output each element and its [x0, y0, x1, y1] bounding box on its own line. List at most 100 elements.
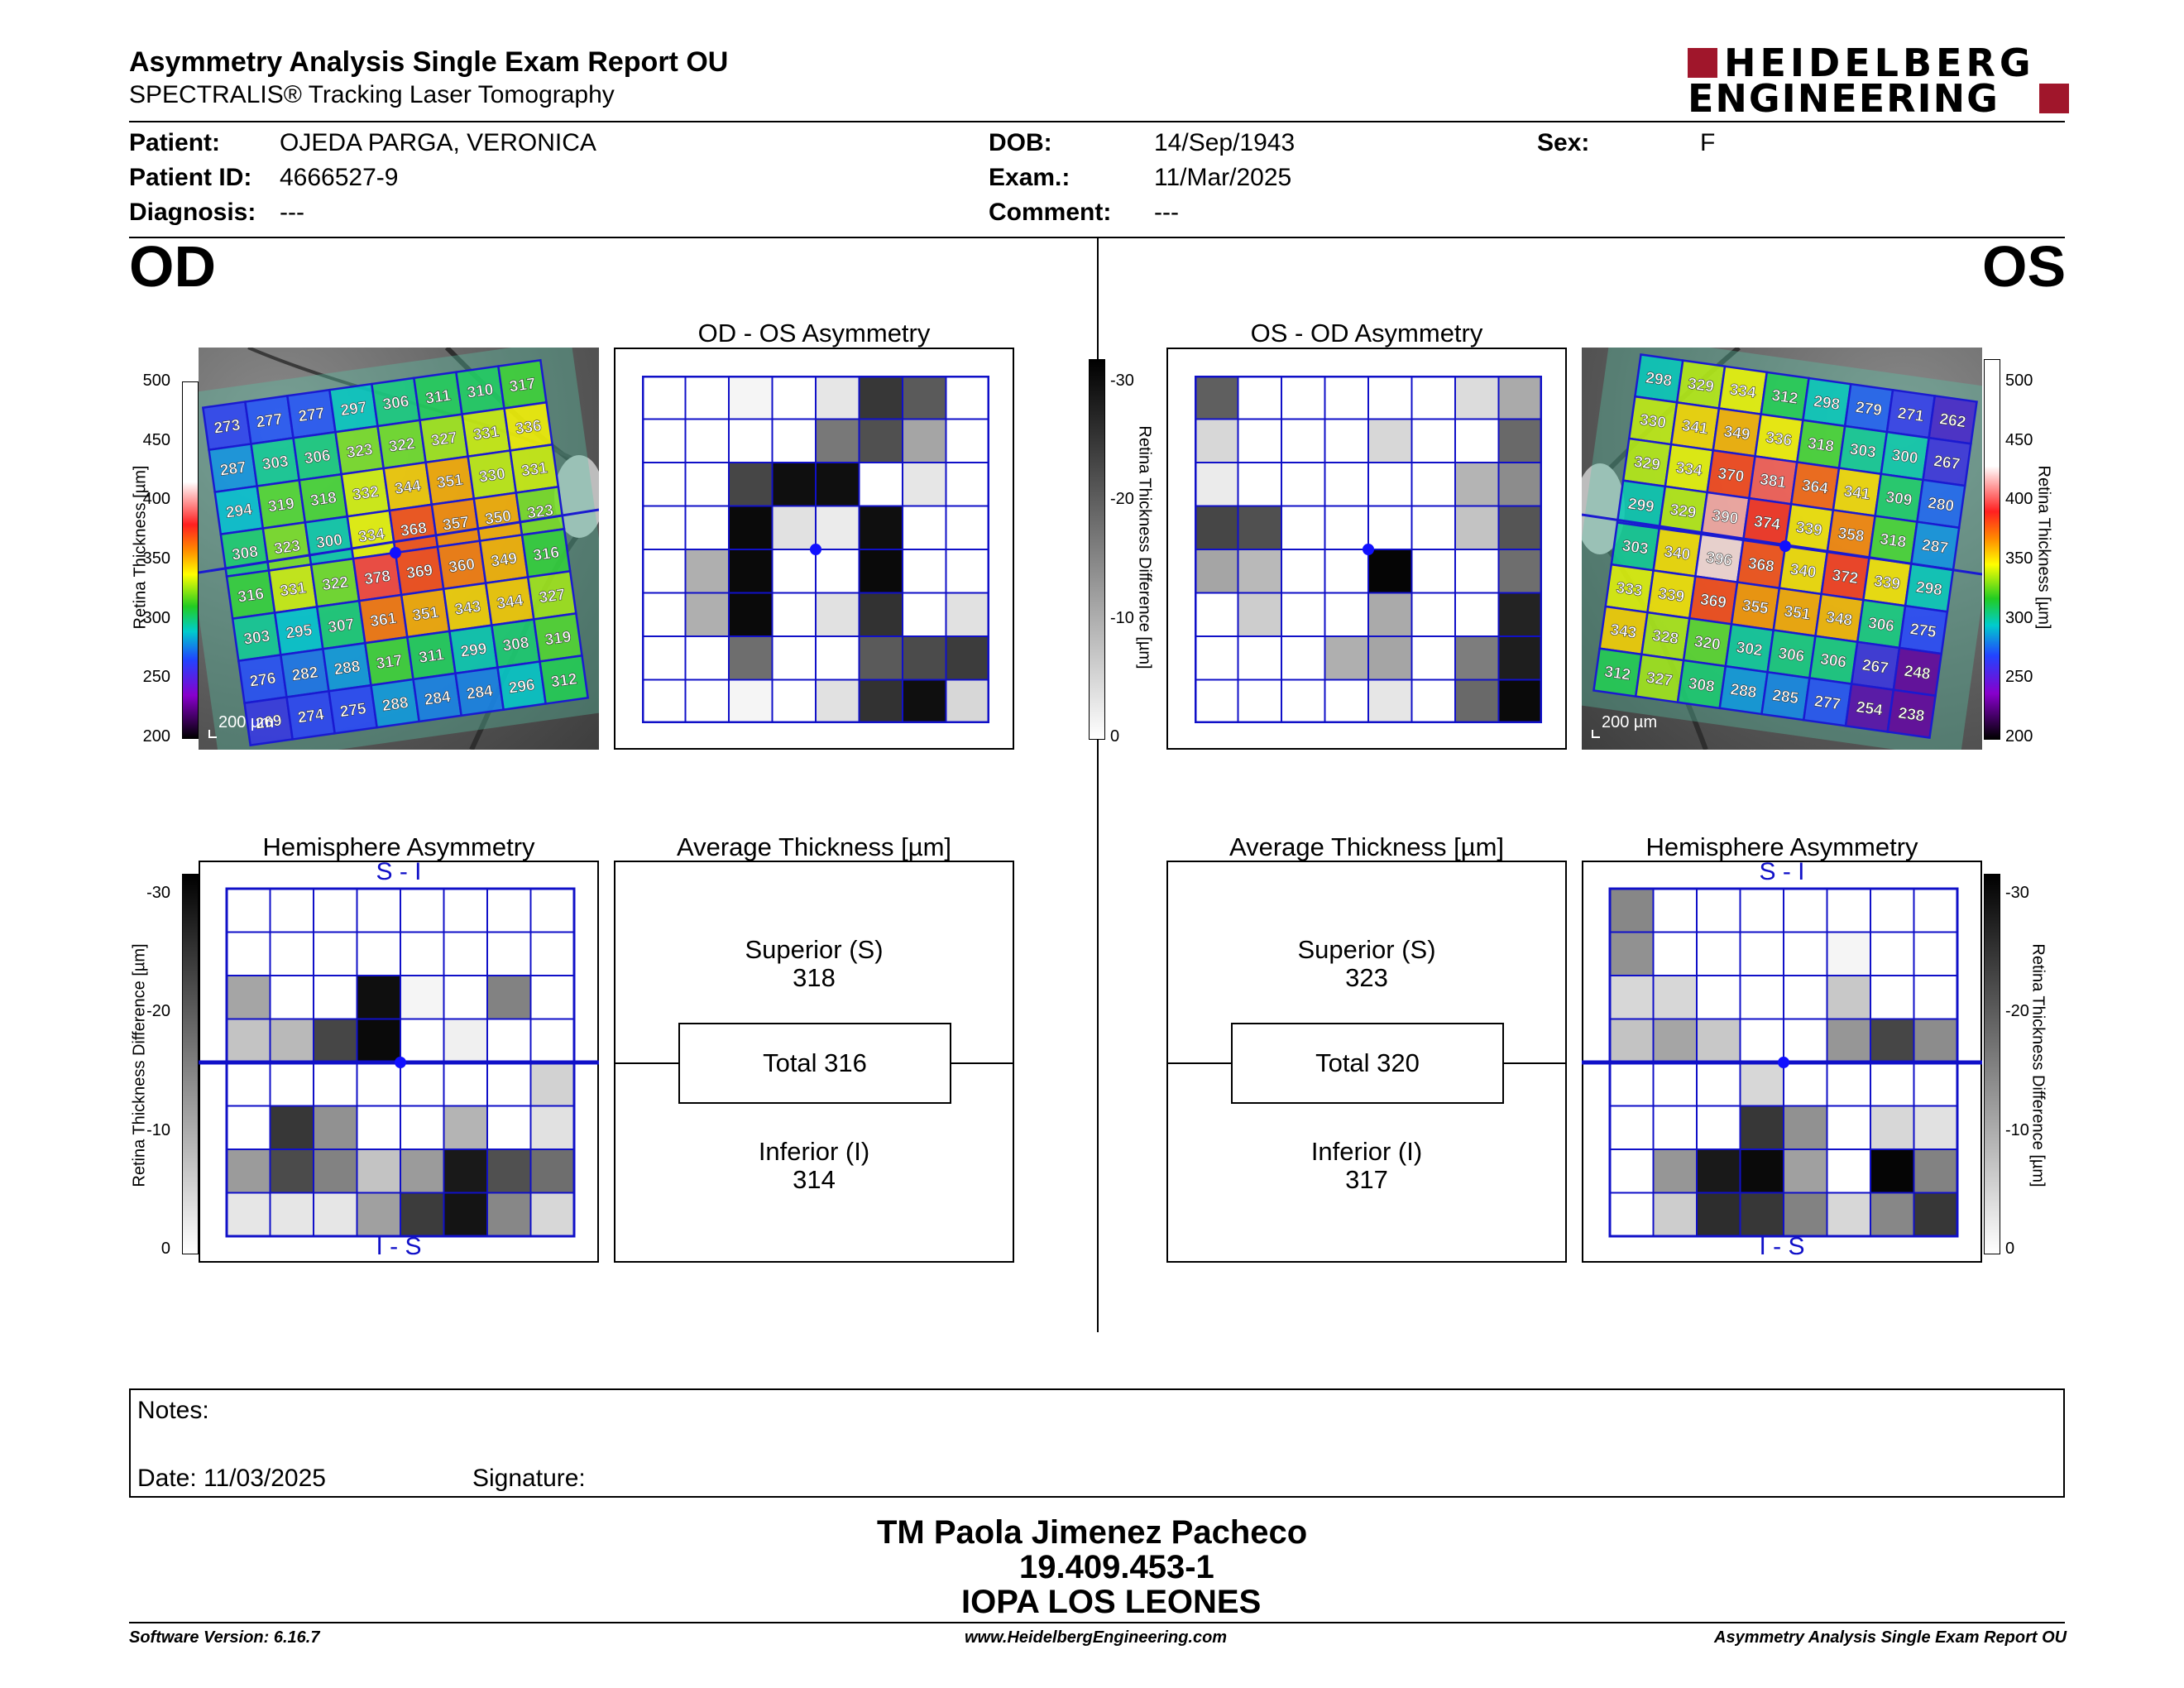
od-thickness-tick: 400 [142, 490, 170, 509]
os-hemi-cell [1826, 1149, 1871, 1194]
os-hemi-cell [1739, 888, 1784, 933]
os-thick-value: 355 [1741, 597, 1770, 617]
header-rule [129, 121, 2065, 122]
od-total-label: Total 316 [763, 1048, 867, 1077]
os-hemi-cell [1826, 1192, 1871, 1237]
od-thick-value: 343 [453, 598, 481, 619]
od-thick-value: 331 [520, 459, 549, 480]
od-thick-value: 299 [459, 640, 487, 661]
od-asym-cell [945, 635, 989, 681]
od-avg-panel: Superior (S) 318 Total 316 Inferior (I) … [614, 861, 1014, 1263]
os-asym-cell [1454, 505, 1500, 550]
report-title: Asymmetry Analysis Single Exam Report OU [129, 46, 729, 78]
os-hemi-cell [1739, 1149, 1784, 1194]
od-thick-value: 316 [237, 585, 265, 606]
os-asym-cell [1367, 462, 1413, 507]
od-thick-value: 344 [496, 592, 524, 612]
os-hemi-cell [1652, 1018, 1698, 1063]
os-thick-value: 248 [1903, 663, 1931, 683]
od-thick-value: 322 [321, 573, 349, 594]
od-hemi-tick: -30 [146, 884, 170, 902]
center-diff-axis-label: Retina Thickness Difference [µm] [1135, 425, 1154, 669]
od-asym-cell [728, 505, 774, 550]
od-asym-cell [815, 635, 860, 681]
od-asym-cell [684, 376, 730, 420]
os-asym-cell [1237, 376, 1282, 420]
os-hemi-cell [1826, 888, 1871, 933]
os-thick-value: 390 [1711, 507, 1739, 528]
od-thickness-axis-label: Retina Thickness [µm] [131, 465, 150, 630]
patient-id-value: 4666527-9 [280, 164, 399, 191]
od-fundus-image: 273 277 277 297 306 311 310 317 287 303 306 323 322 3… [199, 348, 599, 750]
heidelberg-logo: HEIDELBERG ENGINEERING [1688, 41, 2070, 121]
os-thick-value: 267 [1861, 657, 1889, 678]
os-thick-value: 339 [1657, 585, 1685, 606]
od-thick-value: 284 [424, 688, 453, 709]
od-hemi-cell [226, 888, 271, 933]
od-asym-cell [902, 418, 947, 463]
os-hemi-colorbar [1984, 874, 2000, 1254]
od-asym-cell [642, 549, 687, 594]
os-hemi-cell [1870, 1149, 1915, 1194]
od-asym-cell [858, 376, 903, 420]
os-asym-cell [1237, 679, 1282, 723]
os-thick-value: 306 [1867, 615, 1895, 635]
os-thick-value: 279 [1855, 399, 1883, 420]
os-hemi-tick: -30 [2005, 884, 2029, 902]
od-thickness-tick: 450 [142, 430, 170, 449]
od-hemi-cell [356, 888, 401, 933]
od-thick-value: 316 [532, 544, 560, 564]
os-thick-value: 358 [1837, 525, 1865, 545]
od-hemi-cell [529, 1105, 575, 1150]
od-thick-value: 308 [501, 634, 529, 655]
od-asym-title: OD - OS Asymmetry [697, 319, 931, 348]
os-asym-cell [1237, 505, 1282, 550]
od-asym-cell [642, 505, 687, 550]
os-hemi-cell [1870, 931, 1915, 976]
od-thick-value: 307 [327, 616, 355, 636]
os-asym-cell [1367, 376, 1413, 420]
od-hemi-cell [443, 1105, 488, 1150]
od-asym-cell [945, 505, 989, 550]
od-asym-cell [902, 462, 947, 507]
od-asym-cell [642, 462, 687, 507]
os-hemi-fovea-marker [1778, 1057, 1789, 1068]
od-thickness-tick: 250 [142, 668, 170, 687]
od-asym-grid [642, 376, 989, 723]
os-asym-cell [1410, 679, 1456, 723]
center-diff-tick: -10 [1110, 608, 1134, 627]
os-hemi-cell [1609, 1018, 1655, 1063]
os-hemi-cell [1913, 888, 1958, 933]
center-diff-tick: -30 [1110, 372, 1134, 390]
report-subtitle: SPECTRALIS® Tracking Laser Tomography [129, 81, 615, 108]
os-asym-cell [1324, 376, 1369, 420]
footer-website: www.HeidelbergEngineering.com [965, 1628, 1228, 1647]
od-thickness-tick: 500 [142, 372, 170, 390]
od-asym-cell [642, 679, 687, 723]
os-hemi-cell [1870, 1062, 1915, 1107]
od-thick-value: 319 [544, 628, 572, 649]
od-asym-cell [902, 376, 947, 420]
os-asym-cell [1237, 592, 1282, 637]
os-hemi-cell [1783, 1105, 1828, 1150]
od-asym-cell [858, 592, 903, 637]
logo-square-bottom [2039, 84, 2069, 113]
od-thick-value: 336 [515, 417, 543, 438]
os-thick-value: 298 [1645, 369, 1673, 390]
os-asym-cell [1410, 505, 1456, 550]
od-hemi-cell [486, 888, 532, 933]
os-asym-cell [1497, 635, 1542, 681]
od-hemi-cell [400, 931, 445, 976]
os-hemi-cell [1696, 931, 1741, 976]
od-hemi-cell [356, 975, 401, 1020]
os-hemi-cell [1609, 1062, 1655, 1107]
od-asym-cell [945, 462, 989, 507]
os-thick-value: 280 [1927, 495, 1955, 516]
os-thick-value: 370 [1717, 465, 1745, 486]
od-thick-value: 378 [363, 568, 391, 588]
od-thick-value: 312 [550, 670, 578, 691]
od-hemi-axis-label: Retina Thickness Difference [µm] [130, 943, 149, 1187]
os-thick-value: 334 [1728, 381, 1757, 402]
os-hemi-cell [1783, 1018, 1828, 1063]
od-hemi-cell [486, 931, 532, 976]
